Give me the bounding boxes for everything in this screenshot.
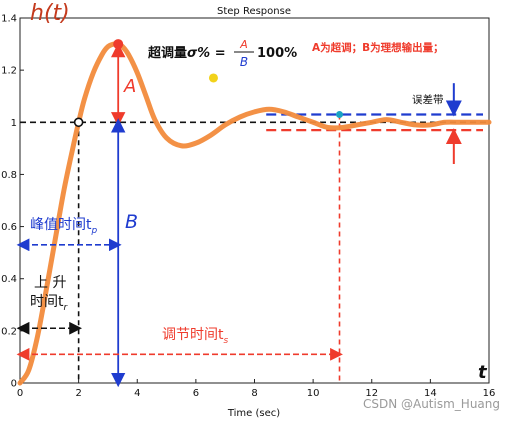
peak-time-label: 峰值时间tp [30, 217, 98, 236]
y-tick-label: 0.6 [1, 222, 17, 233]
y-axis-label: h(t) [30, 1, 70, 26]
y-tick-label: 1 [11, 118, 17, 129]
chart-title: Step Response [217, 6, 291, 17]
legend-note: A为超调；B为理想输出量； [312, 41, 444, 54]
rise-time-label-line1: 上 升 [34, 275, 66, 291]
x-axis: 0 2 4 6 8 10 12 14 16 [17, 379, 496, 399]
x-tick-label: 4 [134, 388, 140, 399]
x-tick-label: 0 [17, 388, 23, 399]
y-tick-label: 0 [11, 379, 17, 390]
x-tick-label: 16 [483, 388, 496, 399]
peak-marker [113, 39, 124, 50]
settling-point-marker [336, 110, 344, 118]
x-axis-label: Time (sec) [227, 408, 280, 419]
settling-time-text: 调节时间t [162, 327, 224, 343]
y-tick-label: 0.8 [1, 170, 17, 181]
overshoot-prefix-text: 超调量 [148, 45, 187, 61]
rise-point-marker [73, 117, 84, 128]
x-axis-letter: t [478, 362, 488, 383]
overshoot-symbol-text: σ% = [187, 46, 226, 61]
peak-time-text: 峰值时间t [30, 217, 92, 233]
peak-time-subscript: p [91, 226, 98, 236]
y-tick-label: 0.4 [1, 274, 17, 285]
formula-denominator: B [240, 55, 248, 69]
y-tick-label: 0.2 [1, 326, 17, 337]
x-tick-label: 10 [307, 388, 320, 399]
plot-area [19, 17, 490, 384]
x-tick-label: 12 [365, 388, 378, 399]
x-tick-label: 8 [251, 388, 257, 399]
rise-time-label-line2: 时间tr [30, 294, 69, 313]
watermark: CSDN @Autism_Huang [363, 397, 500, 411]
formula-numerator: A [239, 38, 248, 51]
overshoot-formula-prefix: 超调量σ% = [148, 45, 226, 61]
label-A: A [123, 76, 136, 97]
x-tick-label: 2 [75, 388, 81, 399]
settling-time-subscript: s [224, 336, 229, 346]
x-tick-label: 6 [193, 388, 199, 399]
settling-time-label: 调节时间ts [162, 327, 229, 346]
y-tick-label: 1.4 [1, 14, 17, 25]
y-tick-label: 1.2 [1, 66, 17, 77]
error-band-label: 误差带 [412, 93, 444, 106]
formula-hundred: 100% [257, 46, 297, 61]
x-tick-label: 14 [424, 388, 437, 399]
rise-time-subscript: r [64, 303, 69, 313]
label-B: B [125, 211, 138, 233]
rise-time-text: 时间t [30, 294, 64, 310]
decorative-yellow-dot [208, 73, 218, 83]
